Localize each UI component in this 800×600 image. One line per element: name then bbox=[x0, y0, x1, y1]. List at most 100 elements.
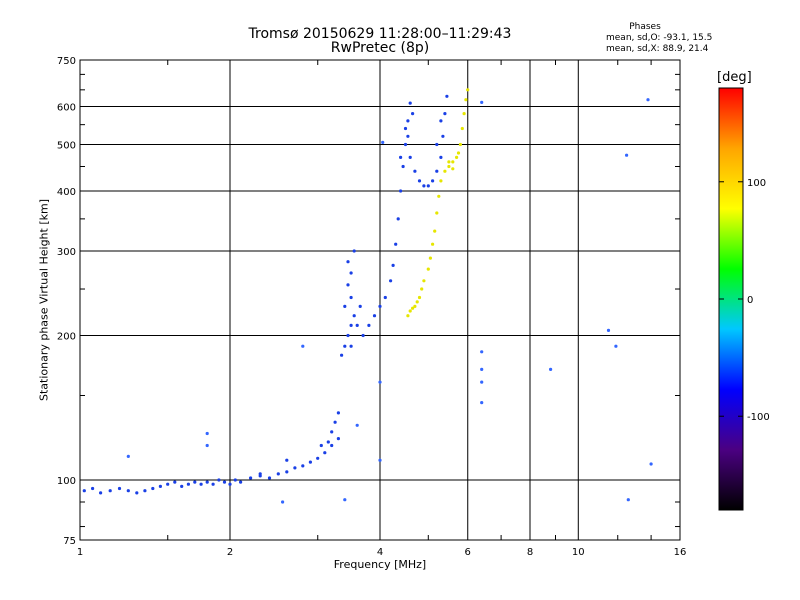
data-point-X bbox=[447, 164, 451, 169]
data-point-X bbox=[417, 295, 422, 300]
data-point-O bbox=[340, 353, 344, 357]
data-point-O bbox=[372, 314, 377, 318]
data-point-O bbox=[319, 443, 323, 448]
phase-stats-title: Phases bbox=[629, 22, 661, 32]
data-point-O bbox=[173, 480, 177, 484]
data-point-O bbox=[258, 472, 262, 476]
data-point-X bbox=[431, 242, 435, 246]
data-point-scattered bbox=[646, 98, 650, 102]
data-point-scattered bbox=[355, 423, 359, 427]
data-point-O bbox=[316, 456, 320, 460]
data-point-X bbox=[439, 179, 443, 183]
data-point-scattered bbox=[205, 443, 209, 448]
data-point-O bbox=[336, 437, 340, 441]
x-tick-label: 1 bbox=[77, 547, 83, 558]
data-point-O bbox=[378, 304, 382, 308]
data-point-scattered bbox=[281, 500, 285, 504]
data-point-O bbox=[399, 189, 403, 193]
data-point-X bbox=[411, 306, 415, 310]
x-tick-label: 2 bbox=[227, 547, 233, 558]
y-tick-label: 400 bbox=[57, 187, 76, 198]
data-point-O bbox=[361, 333, 365, 338]
data-point-X bbox=[435, 211, 439, 215]
colorbar-unit-label: [deg] bbox=[717, 70, 752, 85]
data-point-O bbox=[389, 279, 393, 283]
data-point-O bbox=[293, 466, 297, 470]
y-tick-label: 600 bbox=[57, 103, 76, 114]
data-point-O bbox=[355, 323, 359, 327]
data-point-X bbox=[456, 151, 461, 155]
data-point-scattered bbox=[614, 344, 618, 348]
data-point-O bbox=[439, 155, 443, 159]
phase-stats-o: mean, sd,O: -93.1, 15.5 bbox=[606, 33, 713, 43]
data-point-O bbox=[401, 164, 405, 169]
x-axis-label: Frequency [MHz] bbox=[333, 558, 427, 571]
data-point-O bbox=[346, 283, 350, 287]
data-point-O bbox=[285, 458, 289, 462]
data-point-O bbox=[330, 430, 334, 434]
data-point-X bbox=[415, 300, 419, 304]
data-point-X bbox=[413, 304, 417, 308]
data-point-O bbox=[336, 411, 340, 415]
data-point-O bbox=[126, 489, 130, 493]
data-point-O bbox=[211, 482, 215, 486]
data-point-O bbox=[276, 472, 280, 476]
data-point-X bbox=[458, 142, 462, 147]
data-point-O bbox=[431, 179, 435, 183]
data-point-O bbox=[186, 482, 190, 486]
data-point-O bbox=[435, 142, 439, 147]
data-point-X bbox=[443, 169, 447, 173]
colorbar-tick-label: 100 bbox=[747, 178, 766, 189]
data-point-O bbox=[439, 119, 443, 123]
data-point-X bbox=[462, 112, 466, 116]
data-point-X bbox=[428, 256, 432, 260]
data-point-O bbox=[301, 464, 305, 468]
data-point-O bbox=[343, 304, 347, 308]
data-point-O bbox=[349, 323, 353, 327]
data-point-O bbox=[383, 295, 387, 300]
data-point-O bbox=[406, 119, 410, 123]
data-point-X bbox=[406, 314, 410, 318]
data-point-O bbox=[108, 489, 112, 493]
data-point-O bbox=[441, 134, 445, 138]
data-point-O bbox=[443, 112, 447, 116]
data-point-X bbox=[455, 155, 459, 159]
data-point-X bbox=[466, 88, 470, 92]
y-axis-ticks: 75 100 200 300 400 500 600 750 bbox=[57, 56, 680, 547]
data-point-O bbox=[326, 440, 330, 444]
x-tick-label: 6 bbox=[465, 547, 471, 558]
data-point-scattered bbox=[378, 380, 382, 384]
data-point-O bbox=[228, 482, 232, 486]
data-point-O bbox=[352, 314, 356, 318]
data-point-O bbox=[403, 126, 408, 131]
data-point-scattered bbox=[480, 380, 484, 384]
data-point-scattered bbox=[343, 498, 347, 502]
data-point-scattered bbox=[480, 100, 484, 104]
x-tick-label: 10 bbox=[572, 547, 585, 558]
data-point-O bbox=[346, 333, 350, 338]
data-point-scattered bbox=[549, 367, 553, 371]
data-point-X bbox=[433, 229, 437, 233]
data-point-O bbox=[435, 169, 439, 173]
data-point-X bbox=[464, 98, 468, 102]
data-point-O bbox=[406, 134, 410, 138]
data-point-O bbox=[267, 476, 272, 480]
data-point-O bbox=[323, 451, 327, 455]
data-point-X bbox=[420, 287, 424, 291]
data-point-O bbox=[308, 460, 312, 464]
data-point-X bbox=[451, 160, 455, 164]
data-point-scattered bbox=[649, 462, 653, 466]
y-tick-label: 100 bbox=[57, 476, 76, 487]
data-point-O bbox=[343, 344, 347, 348]
data-point-X bbox=[422, 279, 426, 283]
x-tick-label: 4 bbox=[377, 547, 383, 558]
data-point-O bbox=[417, 179, 422, 183]
data-point-O bbox=[426, 184, 430, 188]
data-point-scattered bbox=[381, 140, 385, 144]
data-point-O bbox=[367, 323, 371, 327]
data-point-O bbox=[285, 470, 289, 474]
plot-grid bbox=[80, 60, 680, 540]
data-point-O bbox=[408, 155, 412, 159]
data-point-O bbox=[117, 486, 122, 491]
data-point-O bbox=[91, 486, 95, 491]
